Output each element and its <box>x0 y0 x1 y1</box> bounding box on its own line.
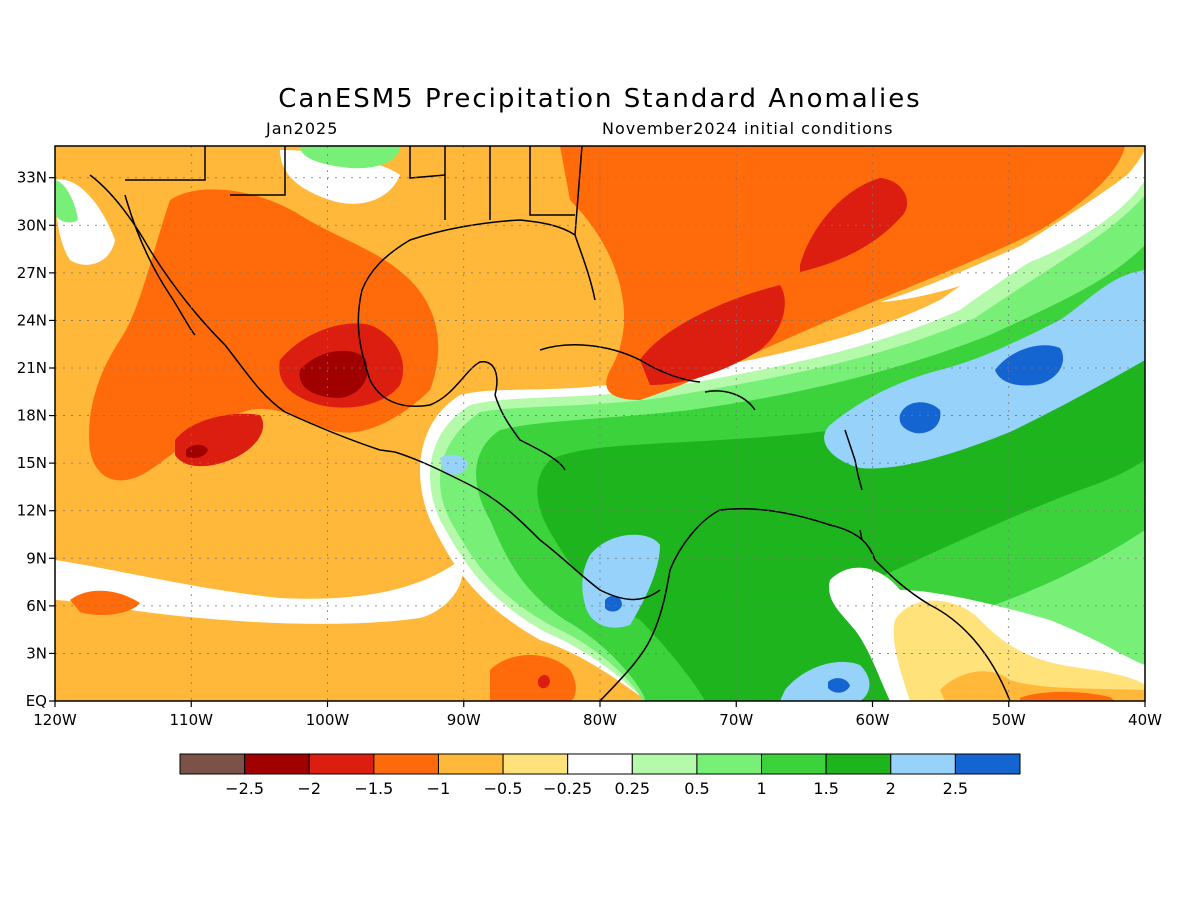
colorbar-label: 2 <box>886 779 896 798</box>
colorbar-swatch <box>244 753 310 775</box>
field-panama-darkblue <box>605 595 622 612</box>
field-pacific-darkred <box>186 444 208 458</box>
colorbar-swatch <box>696 753 763 775</box>
field-honduras-blue <box>440 454 468 475</box>
coast-cuba <box>539 344 701 383</box>
colorbar-swatch <box>373 753 439 775</box>
lat-tick-label: 9N <box>26 549 47 567</box>
colorbar-label: −0.25 <box>543 779 592 798</box>
field-costa-orange <box>490 655 576 701</box>
field-guiana-orange <box>940 671 1145 701</box>
colorbar-label: −1 <box>427 779 451 798</box>
colorbar-label: −0.5 <box>484 779 523 798</box>
colorbar-label: −2.5 <box>225 779 264 798</box>
colorbar-label: 2.5 <box>943 779 968 798</box>
lat-tick-label: 33N <box>17 169 47 187</box>
colorbar-swatch <box>437 753 504 775</box>
colorbar: −2.5 −2 −1.5 −1 −0.5 −0.25 0.25 0.5 1 1.5 2 2.5 <box>179 753 1021 798</box>
lon-tick-label: 90W <box>447 711 481 729</box>
field-west-green <box>55 180 78 223</box>
colorbar-swatch <box>567 753 633 775</box>
field-amazon-blue <box>780 661 870 701</box>
field-pacific-orange-south <box>70 590 140 615</box>
border-us-mexico <box>125 146 446 196</box>
lon-tick-label: 60W <box>856 711 890 729</box>
lon-tick-label: 70W <box>719 711 753 729</box>
coast-florida <box>574 146 596 301</box>
lat-tick-label: 3N <box>26 644 47 662</box>
colorbar-label: 0.25 <box>614 779 650 798</box>
field-mexico-orange <box>89 189 439 481</box>
coast-gulf <box>357 219 576 407</box>
lon-tick-label: 100W <box>306 711 350 729</box>
map-title: CanESM5 Precipitation Standard Anomalies <box>278 84 922 114</box>
colorbar-label: 0.5 <box>684 779 709 798</box>
lat-tick-label: EQ <box>26 692 47 710</box>
colorbar-label: 1 <box>756 779 766 798</box>
lat-tick-label: 21N <box>17 359 47 377</box>
colorbar-swatch <box>825 753 892 775</box>
field-atlantic-red-north <box>800 178 908 272</box>
field-amazon-darkblue <box>828 678 850 693</box>
colorbar-swatch <box>308 753 375 775</box>
colorbar-swatch <box>502 753 569 775</box>
lon-tick-label: 80W <box>583 711 617 729</box>
field-brazil-orange <box>1020 691 1115 701</box>
coast-central-america <box>394 394 661 601</box>
coast-antilles <box>844 429 863 541</box>
valid-month-label: Jan2025 <box>266 119 339 138</box>
latitude-axis: EQ 3N 6N 9N 12N 15N 18N 21N 24N 27N 30N 33N <box>17 169 55 710</box>
initial-conditions-label: November2024 initial conditions <box>602 119 894 138</box>
coast-south-america <box>599 507 1011 701</box>
lat-tick-label: 12N <box>17 502 47 520</box>
field-atlantic-red-south <box>640 285 785 385</box>
coast-baja <box>124 194 196 336</box>
lat-tick-label: 27N <box>17 264 47 282</box>
colorbar-swatch <box>954 753 1021 775</box>
lon-tick-label: 110W <box>170 711 214 729</box>
field-pacific-white <box>55 560 463 624</box>
field-guiana-yellow <box>893 600 1145 701</box>
lat-tick-label: 18N <box>17 407 47 425</box>
field-costa-red <box>538 674 550 689</box>
colorbar-swatch <box>761 753 827 775</box>
lat-tick-label: 30N <box>17 216 47 234</box>
colorbar-swatch <box>631 753 698 775</box>
longitude-axis: 120W 110W 100W 90W 80W 70W 60W 50W 40W <box>33 701 1162 729</box>
lon-tick-label: 40W <box>1128 711 1162 729</box>
border-us-states <box>444 146 575 220</box>
colorbar-swatch <box>179 753 246 775</box>
colorbar-swatch <box>890 753 956 775</box>
field-wet-dark-blue-east <box>995 345 1064 386</box>
field-sargasso-white <box>880 150 1145 302</box>
lat-tick-label: 15N <box>17 454 47 472</box>
lon-tick-label: 120W <box>33 711 77 729</box>
colorbar-label: −2 <box>297 779 321 798</box>
graticule <box>55 146 1145 701</box>
colorbar-label: −1.5 <box>354 779 393 798</box>
field-wet-dark-blue-mid <box>899 402 941 434</box>
coast-hispaniola <box>704 390 756 411</box>
field-texas-green <box>300 146 400 169</box>
colorbar-label: 1.5 <box>813 779 838 798</box>
lon-tick-label: 50W <box>992 711 1026 729</box>
lat-tick-label: 6N <box>26 597 47 615</box>
coastlines <box>89 146 1011 701</box>
field-mexico-darkred <box>299 350 368 398</box>
anomaly-fields <box>55 146 1145 701</box>
lat-tick-label: 24N <box>17 311 47 329</box>
